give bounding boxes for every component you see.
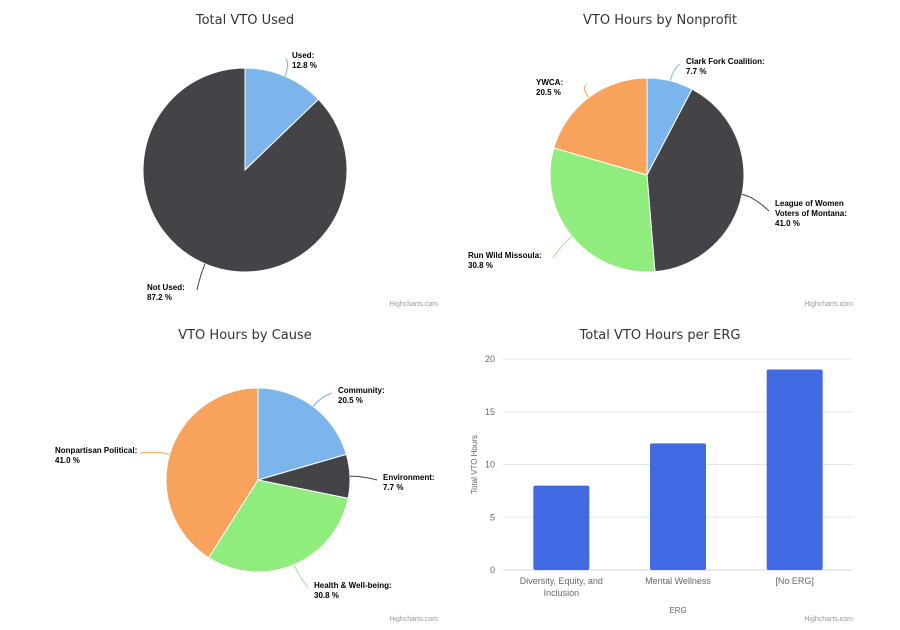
data-value-run-wild-missoula: 30.8 % bbox=[468, 261, 493, 270]
data-label-run-wild-missoula: Run Wild Missoula: 30.8 % bbox=[468, 251, 542, 270]
data-label-health-well-being: Health & Well-being: 30.8 % bbox=[314, 581, 392, 600]
connector-nonpartisan-political bbox=[139, 451, 170, 455]
pie-slice-run-wild-missoula[interactable] bbox=[549, 147, 656, 273]
pie-slice-nonpartisan-political[interactable] bbox=[165, 387, 259, 559]
y-tick-label: 5 bbox=[490, 512, 495, 522]
data-value-community: 20.5 % bbox=[338, 396, 363, 405]
pie-vto-by-nonprofit-chart: VTO Hours by Nonprofit Clark Fork Coaliti… bbox=[468, 13, 853, 308]
pie-vto-by-cause-chart: VTO Hours by Cause Community: 20.5 % Enviro… bbox=[55, 328, 438, 623]
pie-slice-ywca[interactable] bbox=[553, 77, 648, 176]
data-label-clark-fork-coalition: Clark Fork Coalition: 7.7 % bbox=[686, 57, 765, 76]
data-value-ywca: 20.5 % bbox=[536, 88, 561, 97]
data-label-ywca: YWCA: 20.5 % bbox=[536, 78, 563, 97]
data-label-environment: Environment: 7.7 % bbox=[383, 473, 435, 492]
pie-total-vto-used-panel: Total VTO Used Used: 12.8 % Not Used: 87.2 %… bbox=[20, 0, 470, 315]
chart-title: VTO Hours by Cause bbox=[178, 328, 312, 343]
pie-slice-not-used[interactable] bbox=[142, 67, 348, 273]
bar-mental-wellness[interactable] bbox=[650, 443, 706, 570]
credits-link: Highcharts.com bbox=[804, 616, 853, 623]
connector-community bbox=[312, 392, 333, 407]
data-label-league-of-women-voters-of-montana: League of Women Voters of Montana: 41.0 % bbox=[775, 199, 847, 228]
y-tick-label: 15 bbox=[485, 407, 495, 417]
x-axis-title: ERG bbox=[669, 606, 686, 615]
data-value-not-used: 87.2 % bbox=[147, 293, 172, 302]
data-value-clark-fork-coalition: 7.7 % bbox=[686, 67, 706, 76]
data-label-not-used: Not Used: 87.2 % bbox=[147, 283, 185, 302]
data-label-nonpartisan-political: Nonpartisan Political: 41.0 % bbox=[55, 446, 137, 465]
chart-title: Total VTO Hours per ERG bbox=[579, 328, 741, 343]
chart-title: VTO Hours by Nonprofit bbox=[583, 13, 737, 28]
data-label-used: Used: 12.8 % bbox=[292, 51, 317, 70]
data-value-used: 12.8 % bbox=[292, 61, 317, 70]
data-value-environment: 7.7 % bbox=[383, 483, 403, 492]
pie-slice-community[interactable] bbox=[257, 387, 347, 481]
connector-used bbox=[284, 57, 289, 77]
credits-link: Highcharts.com bbox=[804, 301, 853, 308]
pie-total-vto-used-chart: Total VTO Used Used: 12.8 % Not Used: 87.2 %… bbox=[142, 13, 438, 308]
bar-vto-per-erg-chart: Total VTO Hours per ERG 0 5 10 15 20 Total VTO… bbox=[470, 328, 853, 623]
y-tick-label: 20 bbox=[485, 354, 495, 364]
connector-league-of-women-voters-of-montana bbox=[741, 193, 770, 212]
x-tick-label: Mental Wellness bbox=[645, 576, 711, 586]
connector-environment bbox=[349, 475, 378, 481]
x-tick-label: Diversity, Equity, and bbox=[520, 576, 603, 586]
chart-title: Total VTO Used bbox=[195, 13, 294, 28]
y-tick-label: 10 bbox=[485, 460, 495, 470]
bar-vto-per-erg-panel: Total VTO Hours per ERG 0 5 10 15 20 Total VTO… bbox=[435, 315, 885, 630]
bar-diversity-equity-and-inclusion[interactable] bbox=[533, 485, 590, 570]
y-axis-title: Total VTO Hours bbox=[470, 435, 479, 494]
x-tick-label: Inclusion bbox=[544, 588, 580, 598]
data-value-nonpartisan-political: 41.0 % bbox=[55, 456, 80, 465]
credits-link: Highcharts.com bbox=[389, 616, 438, 623]
x-tick-label: [No ERG] bbox=[775, 576, 814, 586]
connector-ywca bbox=[583, 84, 590, 98]
connector-run-wild-missoula bbox=[552, 235, 573, 259]
data-label-community: Community: 20.5 % bbox=[338, 386, 385, 405]
connector-clark-fork-coalition bbox=[669, 63, 681, 81]
pie-vto-by-nonprofit-panel: VTO Hours by Nonprofit Clark Fork Coaliti… bbox=[435, 0, 885, 315]
connector-health-well-being bbox=[293, 564, 309, 589]
pie-slice-league-of-women-voters-of-montana[interactable] bbox=[646, 88, 745, 273]
pie-vto-by-cause-panel: VTO Hours by Cause Community: 20.5 % Enviro… bbox=[20, 315, 470, 630]
data-value-health-well-being: 30.8 % bbox=[314, 591, 339, 600]
y-tick-label: 0 bbox=[490, 565, 495, 575]
data-value-league-of-women-voters-of-montana: 41.0 % bbox=[775, 219, 800, 228]
bar-no-erg[interactable] bbox=[766, 369, 823, 570]
connector-not-used bbox=[196, 263, 206, 291]
credits-link: Highcharts.com bbox=[389, 301, 438, 308]
